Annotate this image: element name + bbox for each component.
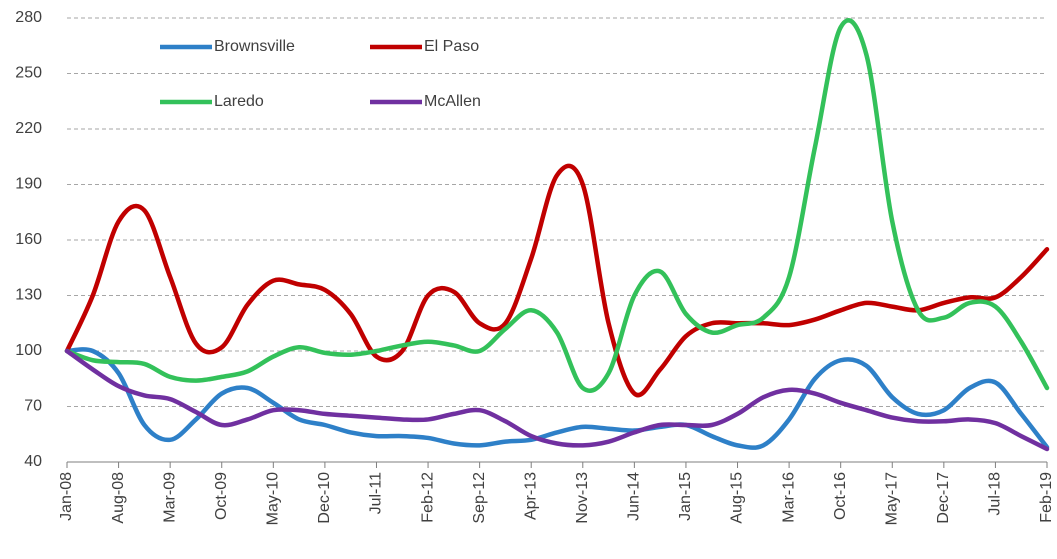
x-tick-label: Nov-13 (574, 472, 591, 524)
y-tick-label: 250 (15, 65, 42, 82)
x-tick-label: Mar-09 (161, 472, 178, 523)
x-tick-label: Oct-09 (213, 472, 230, 520)
x-tick-label: Feb-19 (1038, 472, 1055, 523)
y-tick-label: 220 (15, 120, 42, 137)
line-series (64, 348, 1050, 452)
x-tick-label: Dec-17 (935, 472, 952, 524)
legend-label: Laredo (214, 93, 264, 110)
y-tick-label: 160 (15, 231, 42, 248)
x-tick-label: Jun-14 (626, 472, 643, 521)
y-tick-label: 70 (24, 398, 42, 415)
x-tick-label: Aug-08 (110, 472, 127, 524)
x-tick-label: Jan-08 (58, 472, 75, 521)
line-series (64, 18, 1050, 393)
x-tick-label: May-10 (265, 472, 282, 525)
legend-label: McAllen (424, 93, 481, 110)
y-tick-label: 100 (15, 342, 42, 359)
x-tick-label: Feb-12 (419, 472, 436, 523)
line-series (64, 163, 1050, 398)
x-tick-label: Mar-16 (780, 472, 797, 523)
x-tick-label: Jul-18 (987, 472, 1004, 516)
y-tick-label: 190 (15, 176, 42, 193)
x-tick-label: Dec-10 (316, 472, 333, 524)
line-series (64, 347, 1050, 450)
y-tick-label: 40 (24, 453, 42, 470)
x-tick-label: Aug-15 (729, 472, 746, 524)
x-tick-label: Jul-11 (368, 472, 385, 514)
x-tick-label: Jan-15 (677, 472, 694, 521)
x-tick-label: Oct-16 (832, 472, 849, 520)
x-tick-label: Sep-12 (471, 472, 488, 524)
x-tick-label: Apr-13 (522, 472, 539, 520)
x-tick-label: May-17 (883, 472, 900, 525)
y-tick-label: 280 (15, 9, 42, 26)
legend-label: El Paso (424, 38, 479, 55)
legend-label: Brownsville (214, 38, 295, 55)
y-tick-label: 130 (15, 287, 42, 304)
